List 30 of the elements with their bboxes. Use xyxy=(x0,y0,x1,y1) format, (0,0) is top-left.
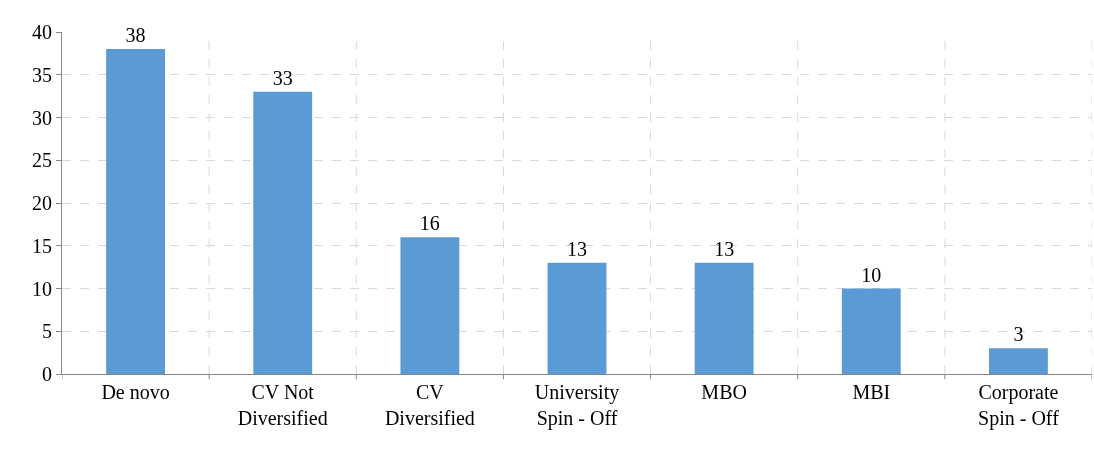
bar xyxy=(253,91,313,374)
x-tick-label: De novo xyxy=(101,381,170,403)
data-label: 38 xyxy=(125,24,146,47)
bar xyxy=(106,49,165,374)
y-tick-label: 30 xyxy=(32,106,52,129)
y-tick-label: 20 xyxy=(32,192,52,214)
data-label: 33 xyxy=(272,66,293,89)
bar xyxy=(547,262,607,374)
data-label: 13 xyxy=(567,237,587,260)
y-tick-label: 40 xyxy=(32,21,52,43)
bar xyxy=(989,348,1048,374)
y-tick-label: 15 xyxy=(32,234,52,257)
bar xyxy=(841,288,901,374)
y-tick-label: 25 xyxy=(32,149,52,172)
x-tick-label: University Spin - Off xyxy=(534,381,620,430)
x-tick-label: MBI xyxy=(852,381,891,403)
x-tick-label: Corporate Spin - Off xyxy=(978,381,1060,430)
y-tick-label: 5 xyxy=(42,320,52,343)
data-label: 13 xyxy=(714,237,735,260)
x-tick-label: MBO xyxy=(701,381,747,403)
x-tick-label: CV Not Diversified xyxy=(237,381,328,429)
bar xyxy=(400,237,460,374)
y-tick-label: 10 xyxy=(32,277,52,300)
data-label: 3 xyxy=(1013,323,1024,346)
y-tick-label: 0 xyxy=(42,363,52,385)
bar xyxy=(694,262,754,374)
y-tick-label: 35 xyxy=(32,63,52,86)
data-label: 16 xyxy=(419,212,440,235)
x-tick-label: CV Diversified xyxy=(384,381,475,429)
data-label: 10 xyxy=(861,263,882,286)
